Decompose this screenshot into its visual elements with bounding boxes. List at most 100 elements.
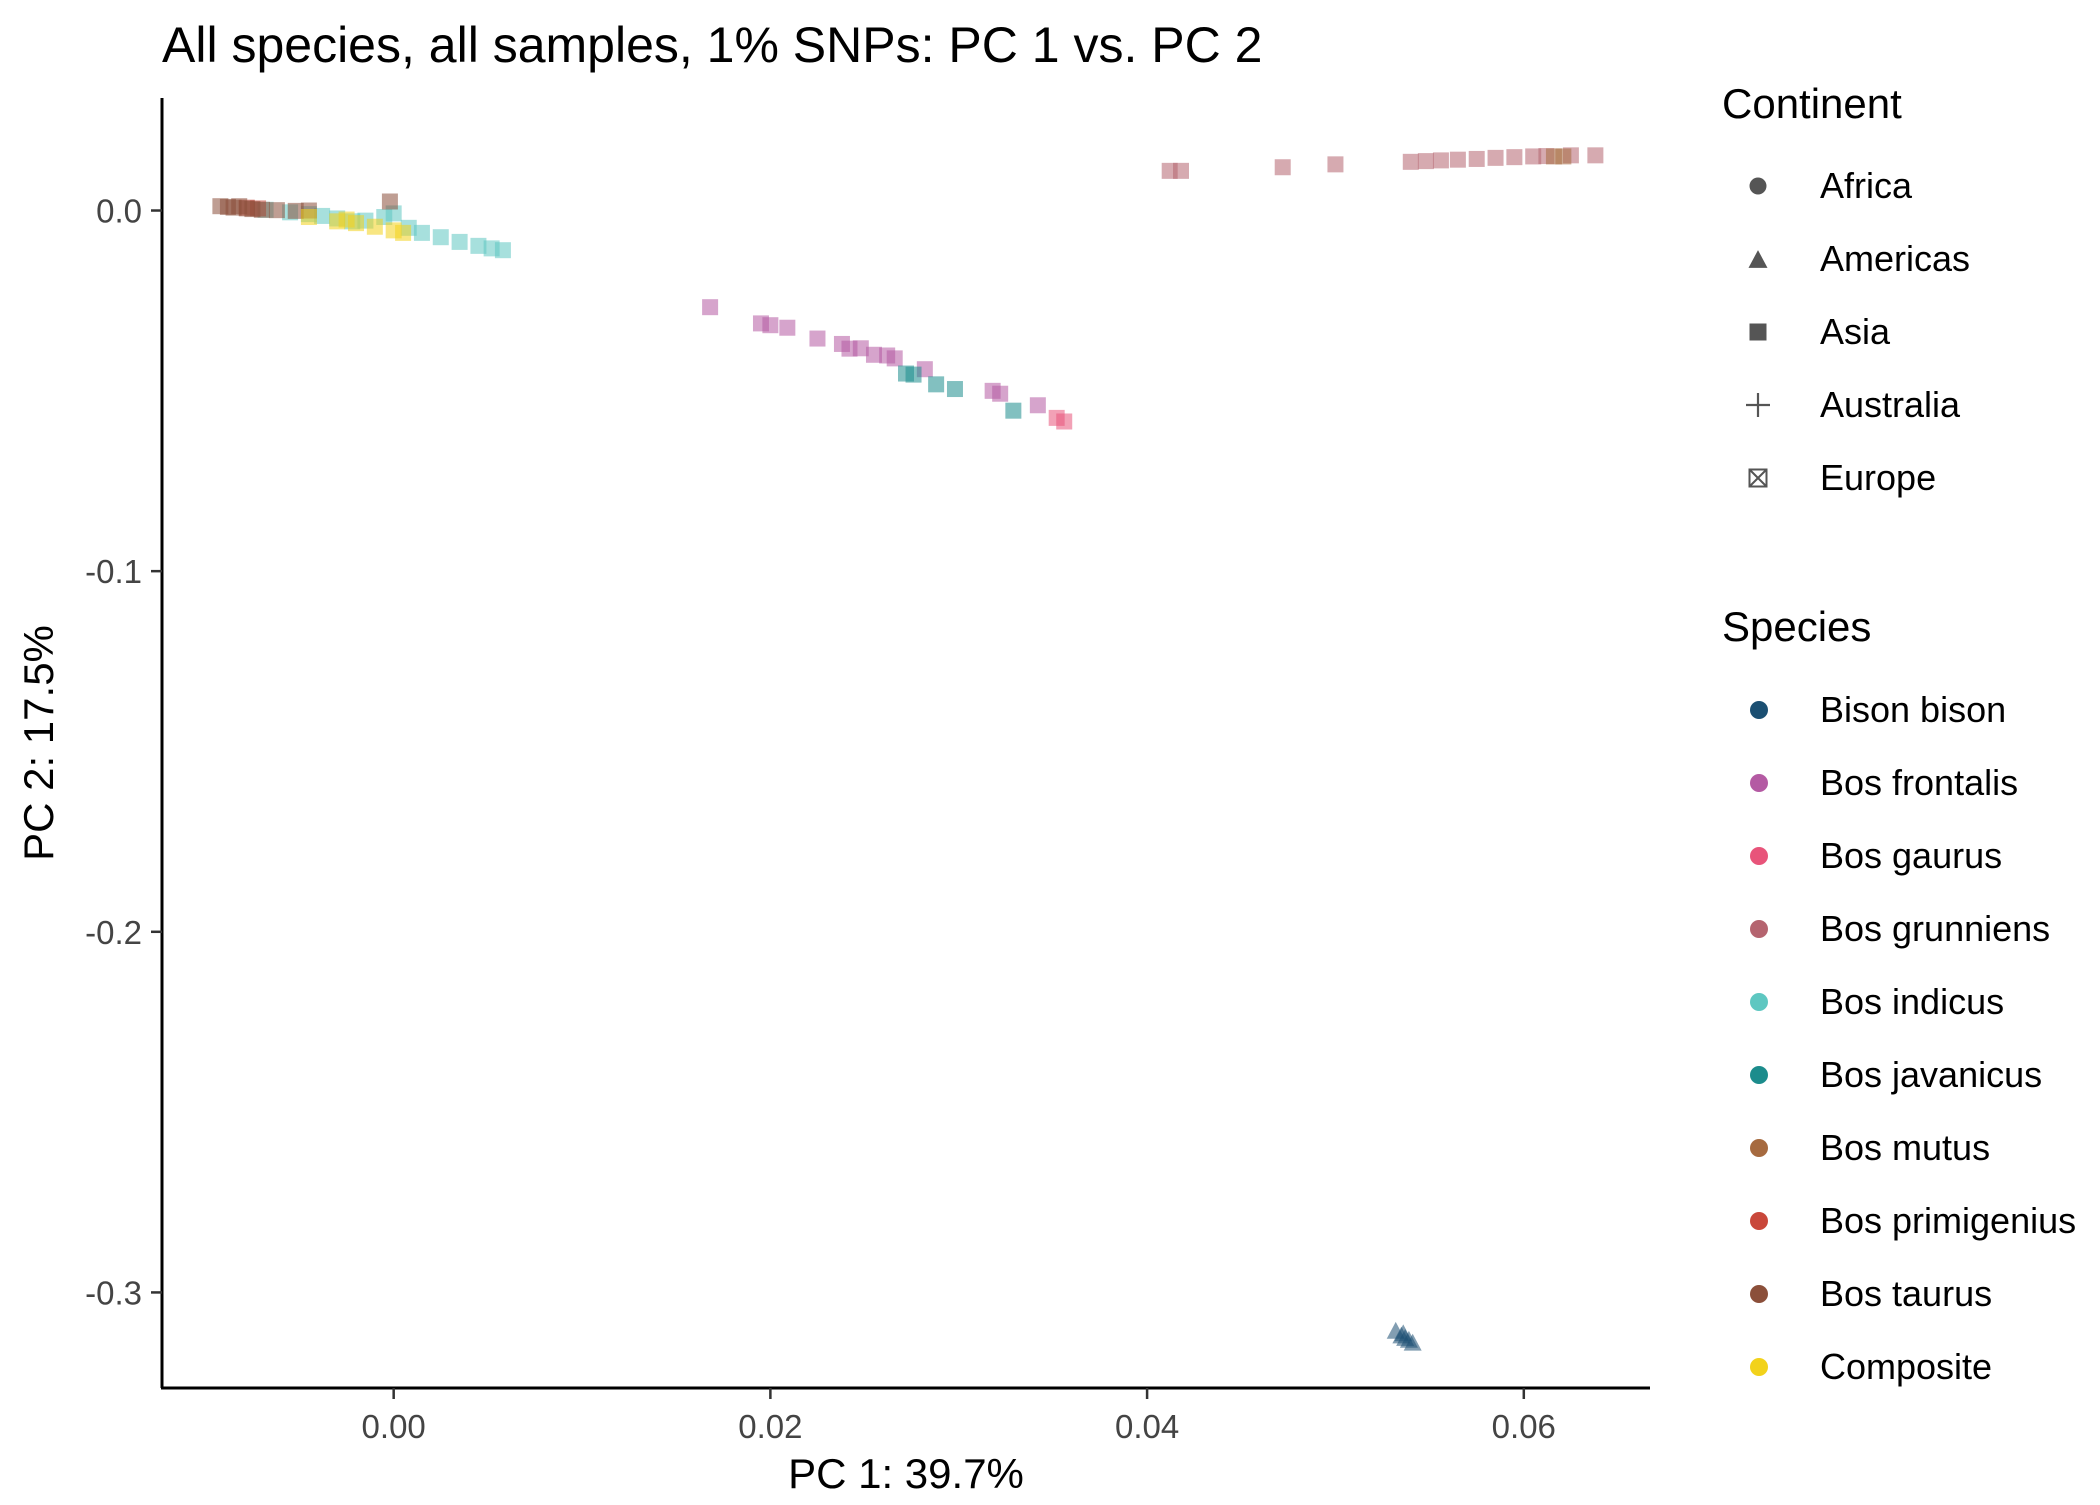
species-legend-item-bos-javanicus: Bos javanicus [1750, 1054, 2042, 1095]
continent-legend-item-africa: Africa [1749, 165, 1913, 206]
species-legend-label: Bos primigenius [1820, 1200, 2076, 1241]
species-legend: Species Bison bison Bos frontalis Bos gaur… [1722, 603, 2076, 1387]
species-key-bos-mutus [1750, 1139, 1768, 1157]
point-bos-grunniens [1402, 153, 1419, 170]
species-legend-label: Bison bison [1820, 689, 2006, 730]
point-bos-taurus [268, 202, 285, 219]
continent-legend-label: Asia [1820, 311, 1891, 352]
point-bos-javanicus [928, 376, 945, 393]
point-bos-taurus [381, 193, 398, 210]
point-bos-javanicus [946, 381, 963, 398]
point-bos-frontalis [1029, 397, 1046, 414]
continent-legend-title: Continent [1722, 80, 1902, 127]
species-key-bos-taurus [1750, 1285, 1768, 1303]
point-bos-grunniens [1587, 147, 1604, 164]
species-legend-item-bos-indicus: Bos indicus [1750, 981, 2004, 1022]
point-bos-indicus [432, 229, 449, 246]
species-key-bos-primigenius [1750, 1212, 1768, 1230]
point-bison-bison [1394, 1324, 1413, 1342]
point-bos-grunniens [1432, 152, 1449, 169]
continent-legend-label: Africa [1820, 165, 1913, 206]
species-legend-label: Bos grunniens [1820, 908, 2050, 949]
point-bos-javanicus [1005, 402, 1022, 419]
continent-key-asia [1749, 323, 1767, 341]
point-bos-frontalis [865, 346, 882, 363]
species-legend-item-composite: Composite [1750, 1346, 1992, 1387]
species-key-bos-grunniens [1750, 920, 1768, 938]
point-bison-bison [1403, 1333, 1422, 1351]
point-composite [338, 211, 355, 228]
continent-key-americas [1748, 250, 1768, 268]
species-legend-item-bos-grunniens: Bos grunniens [1750, 908, 2050, 949]
species-legend-title: Species [1722, 603, 1871, 650]
continent-legend: Continent Africa Americas Asia Australia Eur… [1722, 80, 1970, 498]
point-composite [300, 209, 317, 226]
species-legend-label: Bos gaurus [1820, 835, 2002, 876]
point-bos-grunniens [1468, 150, 1485, 167]
continent-key-europe [1748, 468, 1768, 488]
x-axis-title: PC 1: 39.7% [788, 1450, 1024, 1497]
point-bos-indicus [413, 224, 430, 241]
point-bos-frontalis [852, 340, 869, 357]
x-tick-label: 0.00 [362, 1408, 426, 1445]
species-key-bos-frontalis [1750, 774, 1768, 792]
species-legend-item-bos-gaurus: Bos gaurus [1750, 835, 2002, 876]
species-key-bison-bison [1750, 701, 1768, 719]
point-bos-grunniens [1274, 159, 1291, 176]
point-composite [366, 218, 383, 235]
continent-legend-label: Australia [1820, 384, 1961, 425]
x-axis-ticks: 0.00 0.02 0.04 0.06 [362, 1388, 1556, 1445]
point-bos-javanicus [905, 366, 922, 383]
y-axis-ticks: 0.0 -0.1 -0.2 -0.3 [85, 193, 162, 1311]
chart-title: All species, all samples, 1% SNPs: PC 1 … [162, 17, 1262, 73]
species-legend-label: Bos javanicus [1820, 1054, 2042, 1095]
point-bos-indicus [494, 242, 511, 259]
y-tick-label: -0.3 [85, 1274, 142, 1311]
point-bos-taurus [287, 202, 304, 219]
x-tick-label: 0.04 [1115, 1408, 1179, 1445]
point-bos-grunniens [1506, 149, 1523, 166]
point-bos-grunniens [1449, 151, 1466, 168]
point-bos-frontalis [779, 319, 796, 336]
species-legend-item-bos-taurus: Bos taurus [1750, 1273, 1992, 1314]
continent-key-australia [1746, 393, 1770, 417]
species-legend-item-bison-bison: Bison bison [1750, 689, 2006, 730]
species-legend-label: Bos indicus [1820, 981, 2004, 1022]
y-tick-label: -0.1 [85, 553, 142, 590]
species-legend-item-bos-primigenius: Bos primigenius [1750, 1200, 2076, 1241]
point-bos-grunniens [1487, 149, 1504, 166]
species-key-bos-javanicus [1750, 1066, 1768, 1084]
point-bos-indicus [314, 207, 331, 224]
continent-legend-item-australia: Australia [1746, 384, 1961, 425]
point-bos-grunniens [1327, 156, 1344, 173]
y-axis-title: PC 2: 17.5% [15, 625, 62, 861]
point-bos-frontalis [809, 330, 826, 347]
x-tick-label: 0.02 [738, 1408, 802, 1445]
continent-legend-item-asia: Asia [1749, 311, 1891, 352]
species-key-composite [1750, 1358, 1768, 1376]
species-legend-item-bos-frontalis: Bos frontalis [1750, 762, 2018, 803]
species-key-bos-gaurus [1750, 847, 1768, 865]
point-bos-mutus [1555, 148, 1572, 165]
point-bos-frontalis [702, 299, 719, 316]
species-legend-label: Bos frontalis [1820, 762, 2018, 803]
continent-legend-item-americas: Americas [1748, 238, 1970, 279]
point-bos-taurus [253, 201, 270, 218]
point-bos-frontalis [762, 317, 779, 334]
species-legend-label: Bos mutus [1820, 1127, 1990, 1168]
continent-legend-label: Americas [1820, 238, 1970, 279]
x-tick-label: 0.06 [1492, 1408, 1556, 1445]
point-composite [395, 224, 412, 241]
y-tick-label: -0.2 [85, 914, 142, 951]
species-legend-label: Bos taurus [1820, 1273, 1992, 1314]
point-bos-grunniens [1417, 153, 1434, 170]
species-legend-label: Composite [1820, 1346, 1992, 1387]
point-bos-indicus [470, 237, 487, 254]
point-bos-gaurus [1056, 413, 1073, 430]
y-tick-label: 0.0 [96, 193, 142, 230]
point-bos-frontalis [886, 350, 903, 367]
continent-legend-item-europe: Europe [1748, 457, 1936, 498]
species-legend-item-bos-mutus: Bos mutus [1750, 1127, 1990, 1168]
